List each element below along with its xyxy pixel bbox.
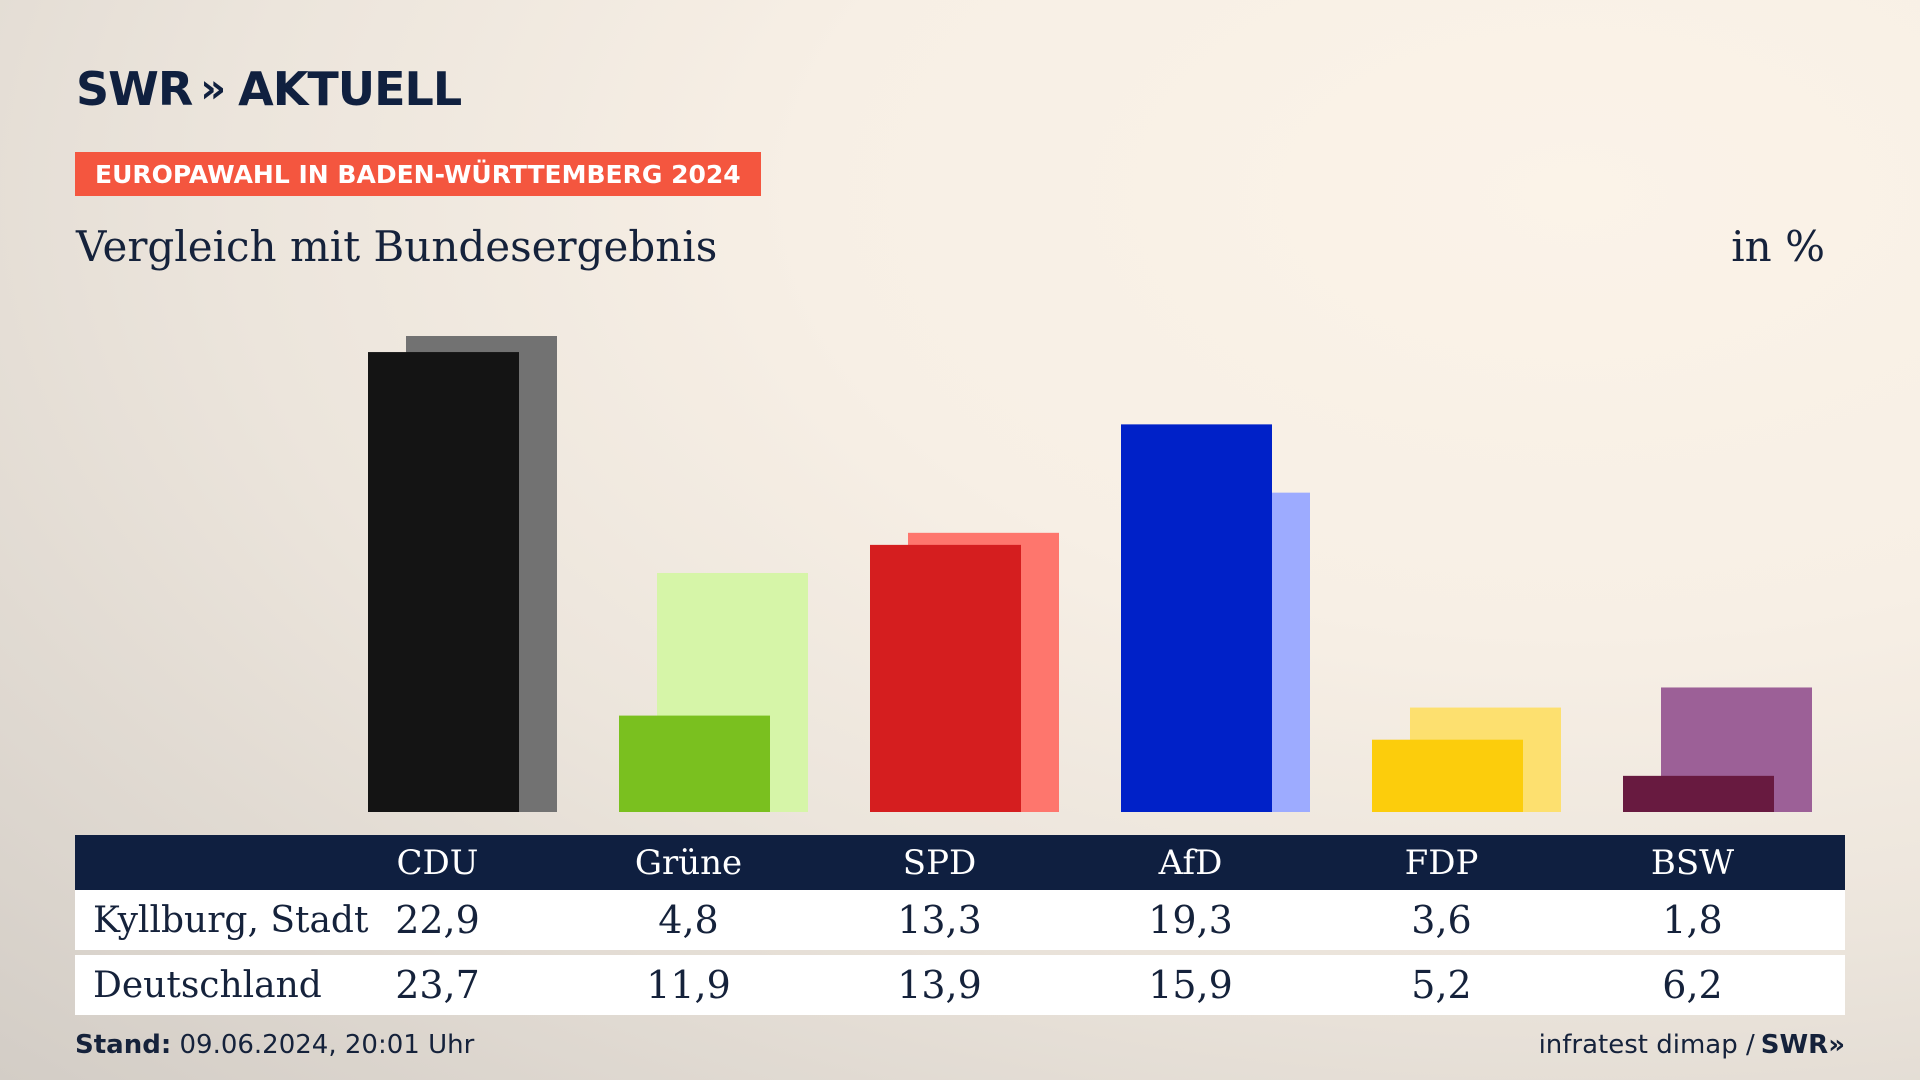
value-cell: 11,9 <box>646 963 731 1007</box>
table-row: Kyllburg, Stadt 22,9 4,8 13,3 19,3 3,6 1… <box>75 890 1845 950</box>
category-label: BSW <box>1650 842 1735 883</box>
logo-swr-text: SWR <box>76 62 193 116</box>
results-table: CDU Grüne SPD AfD FDP BSW Kyllburg, Stadt 22,… <box>75 835 1845 1015</box>
bar-chart <box>368 336 1812 812</box>
stand-value: 09.06.2024, 20:01 Uhr <box>179 1030 475 1060</box>
table-header: CDU Grüne SPD AfD FDP BSW <box>75 835 1845 890</box>
value-cell: 19,3 <box>1148 898 1233 942</box>
value-cell: 6,2 <box>1662 963 1723 1007</box>
value-cell: 22,9 <box>395 898 480 942</box>
swr-aktuell-logo: SWR » AKTUELL <box>76 62 462 116</box>
value-cell: 4,8 <box>658 898 719 942</box>
value-cell: 1,8 <box>1662 898 1723 942</box>
bar-local-fdp <box>1372 739 1523 812</box>
value-cell: 13,9 <box>897 963 982 1007</box>
value-cell: 3,6 <box>1411 898 1472 942</box>
value-cell: 23,7 <box>395 963 480 1007</box>
value-cell: 15,9 <box>1148 963 1233 1007</box>
category-label: AfD <box>1158 842 1223 883</box>
bar-local-cdu <box>368 352 519 812</box>
timestamp: Stand: 09.06.2024, 20:01 Uhr <box>75 1030 474 1060</box>
table-row: Deutschland 23,7 11,9 13,9 15,9 5,2 6,2 <box>75 955 1845 1015</box>
logo-aktuell-text: AKTUELL <box>238 62 462 116</box>
row-label-local: Kyllburg, Stadt <box>93 899 369 941</box>
category-label: CDU <box>396 842 479 883</box>
category-label: Grüne <box>634 842 743 883</box>
bar-local-bsw <box>1623 775 1774 812</box>
category-label: FDP <box>1404 842 1479 883</box>
bar-local-spd <box>870 544 1021 812</box>
source-credit: infratest dimap / SWR» <box>1539 1030 1845 1060</box>
election-banner: EUROPAWAHL IN BADEN-WÜRTTEMBERG 2024 <box>75 152 761 196</box>
bar-local-afd <box>1121 424 1272 812</box>
value-cell: 13,3 <box>897 898 982 942</box>
unit-label: in % <box>1731 222 1825 271</box>
row-label-national: Deutschland <box>93 964 322 1006</box>
swr-small-logo: SWR» <box>1760 1030 1845 1060</box>
category-label: SPD <box>902 842 977 883</box>
chart-subtitle: Vergleich mit Bundesergebnis <box>76 222 718 271</box>
bar-local-grüne <box>619 715 770 812</box>
source-text: infratest dimap / <box>1538 1030 1755 1060</box>
value-cell: 5,2 <box>1411 963 1472 1007</box>
stand-label: Stand: <box>75 1030 172 1060</box>
